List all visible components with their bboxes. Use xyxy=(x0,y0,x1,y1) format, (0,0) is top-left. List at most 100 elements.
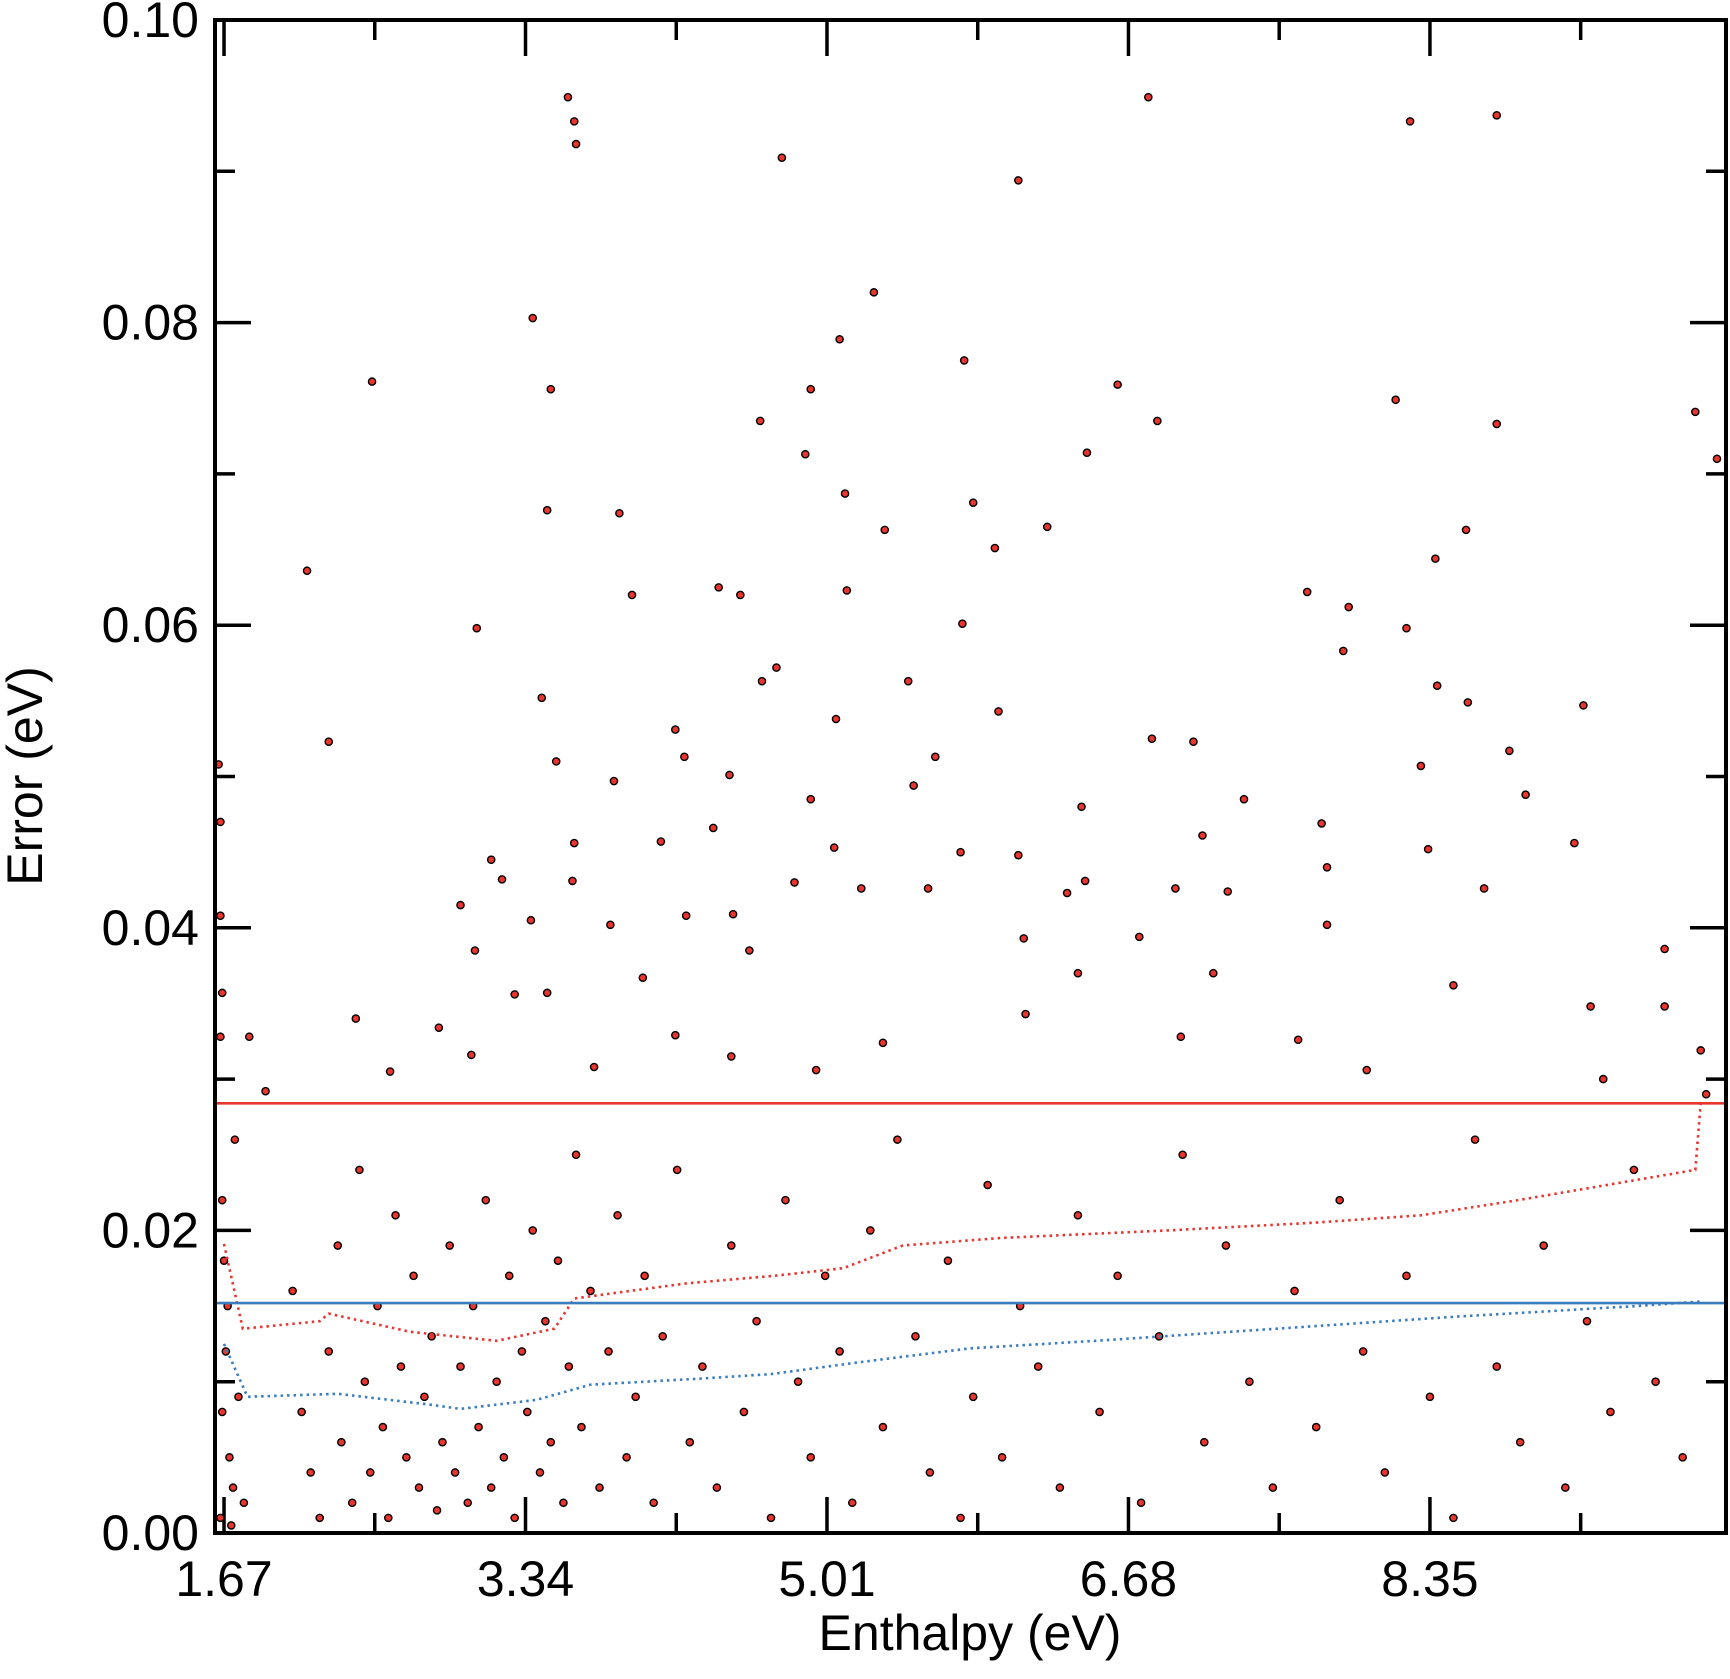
data-point xyxy=(943,1256,953,1265)
data-point xyxy=(606,920,615,930)
x-axis-label: Enthalpy (eV) xyxy=(819,1605,1122,1661)
data-point xyxy=(472,623,482,633)
data-point xyxy=(1199,1437,1209,1447)
data-point xyxy=(384,1513,393,1523)
data-point xyxy=(571,1150,581,1160)
data-point xyxy=(1055,1483,1065,1492)
x-tick-label: 6.68 xyxy=(1080,1551,1177,1607)
data-point xyxy=(365,1468,375,1477)
data-point xyxy=(337,1437,346,1447)
data-point xyxy=(1561,1483,1570,1492)
data-point xyxy=(1209,968,1218,978)
data-point xyxy=(434,1023,444,1032)
data-point xyxy=(1423,844,1433,854)
dotted-line xyxy=(222,1300,1701,1411)
data-point xyxy=(1042,522,1052,532)
data-point xyxy=(1221,1241,1231,1250)
data-point xyxy=(842,586,852,595)
data-point xyxy=(551,757,561,766)
data-point xyxy=(727,1241,736,1250)
data-point xyxy=(216,1513,225,1523)
data-point xyxy=(559,1498,568,1508)
data-point xyxy=(481,1195,491,1205)
data-point xyxy=(649,1498,658,1508)
data-point xyxy=(546,384,556,394)
data-point xyxy=(528,313,538,323)
data-point xyxy=(510,990,519,999)
data-point xyxy=(994,707,1003,716)
data-point xyxy=(537,693,547,703)
data-point xyxy=(385,1067,395,1076)
data-point xyxy=(499,1453,509,1462)
data-point xyxy=(847,1498,857,1508)
data-point xyxy=(577,1422,586,1432)
data-point xyxy=(333,1241,343,1250)
data-point xyxy=(1268,1483,1278,1492)
data-point xyxy=(880,525,890,535)
plot-frame xyxy=(213,18,1728,1535)
data-point xyxy=(930,752,940,762)
data-point xyxy=(736,590,745,600)
data-point xyxy=(772,663,781,672)
y-tick-label: 0.02 xyxy=(102,1202,199,1258)
data-point xyxy=(542,988,552,998)
data-point xyxy=(835,1347,844,1356)
data-point xyxy=(1402,623,1411,633)
data-point xyxy=(306,1468,315,1477)
data-point xyxy=(564,1362,574,1371)
data-point xyxy=(1322,920,1332,930)
data-point xyxy=(1449,1513,1458,1523)
data-point xyxy=(217,1195,227,1205)
data-point xyxy=(638,973,648,983)
data-point xyxy=(1082,448,1092,458)
data-point xyxy=(878,1422,888,1432)
data-point xyxy=(1062,888,1072,898)
data-point xyxy=(1014,176,1023,185)
data-point xyxy=(640,1271,649,1281)
data-point xyxy=(1014,850,1023,860)
data-point xyxy=(835,334,844,344)
data-point xyxy=(1338,646,1348,656)
data-point xyxy=(595,1483,604,1492)
data-point xyxy=(708,823,718,833)
data-point xyxy=(658,1332,668,1341)
data-point xyxy=(627,590,637,600)
data-point xyxy=(1317,819,1326,828)
data-point xyxy=(956,1513,965,1523)
data-point xyxy=(622,1453,631,1462)
data-point xyxy=(378,1422,388,1432)
data-point xyxy=(1515,1437,1525,1447)
data-point xyxy=(1147,734,1157,743)
data-point xyxy=(956,847,965,857)
data-point xyxy=(990,543,1000,553)
data-point xyxy=(757,676,767,686)
data-point xyxy=(217,988,227,998)
data-point xyxy=(1629,1165,1639,1175)
data-point xyxy=(1153,416,1162,426)
data-point xyxy=(781,1195,790,1205)
data-point xyxy=(604,1347,613,1356)
y-tick-label: 0.04 xyxy=(102,900,199,956)
data-point xyxy=(438,1437,447,1447)
data-point xyxy=(228,1483,238,1492)
data-point xyxy=(427,1332,436,1341)
data-point xyxy=(1463,698,1473,707)
data-point xyxy=(806,794,816,804)
data-point xyxy=(1322,862,1332,872)
data-point xyxy=(553,1256,563,1265)
data-point xyxy=(226,1521,236,1530)
data-point xyxy=(244,1032,254,1042)
data-point xyxy=(745,946,754,955)
data-point xyxy=(351,1014,361,1023)
data-point xyxy=(1362,1065,1372,1075)
data-point xyxy=(829,843,839,852)
data-point xyxy=(1521,790,1530,799)
data-point xyxy=(727,1052,736,1061)
data-point xyxy=(355,1165,364,1175)
data-point xyxy=(225,1453,234,1462)
data-point xyxy=(739,1407,749,1417)
data-point xyxy=(1302,587,1312,597)
data-point xyxy=(609,776,619,786)
data-point xyxy=(1416,761,1426,771)
data-point xyxy=(728,909,738,919)
